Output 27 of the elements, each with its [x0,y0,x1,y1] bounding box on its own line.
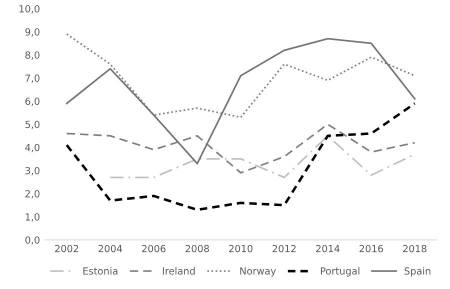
y-tick-label: 0,0 [25,236,40,245]
legend-label: Portugal [320,267,360,277]
y-tick-label: 5,0 [25,120,40,130]
line-series [66,102,416,212]
x-tick-label: 2002 [55,244,78,252]
y-tick-label: 4,0 [25,144,40,152]
y-tick-label: 7,0 [25,74,40,83]
legend-label: Estonia [83,267,118,275]
x-tick-label: 2008 [186,244,209,252]
x-tick-label: 2012 [272,244,296,252]
y-tick-label: 2,0 [25,190,40,198]
legend-label: Spain [404,267,430,277]
x-tick-label: 2010 [229,244,252,252]
y-tick-label: 8,0 [25,51,40,60]
line-series [66,33,416,118]
legend-label: Norway [240,267,276,277]
x-tick-label: 2006 [142,244,166,252]
x-tick-label: 2016 [360,244,384,252]
legend-label: Ireland [162,267,195,275]
x-tick-label: 2004 [98,244,122,252]
y-tick-label: 9,0 [25,28,40,37]
x-tick-label: 2018 [403,244,426,252]
y-tick-label: 10,0 [20,5,40,14]
y-tick-label: 6,0 [25,98,40,106]
y-tick-label: 1,0 [26,213,40,222]
y-tick-label: 3,0 [25,166,40,176]
x-tick-label: 2014 [316,244,340,252]
